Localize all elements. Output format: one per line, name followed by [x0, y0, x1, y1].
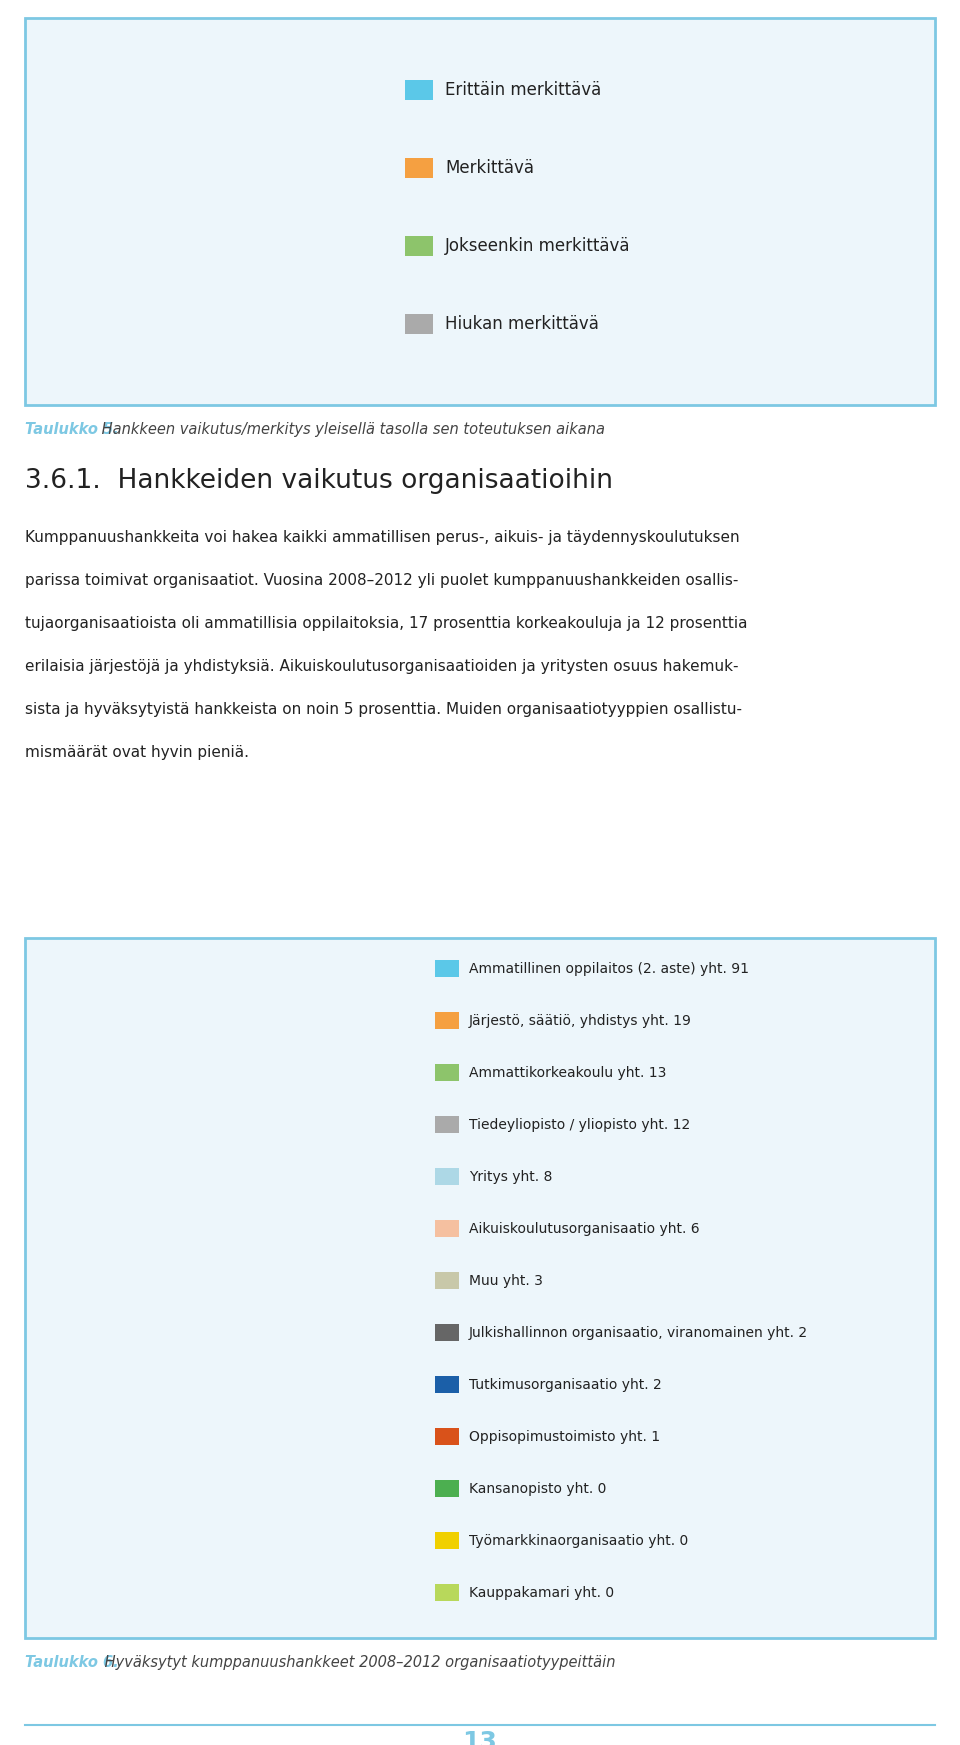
Bar: [435, 1427, 459, 1445]
Text: Taulukko 5.: Taulukko 5.: [25, 422, 119, 436]
Wedge shape: [193, 80, 320, 215]
Wedge shape: [174, 1134, 223, 1290]
Text: Tutkimusorganisaatio yht. 2: Tutkimusorganisaatio yht. 2: [469, 1377, 661, 1391]
Bar: [435, 1324, 459, 1340]
Text: 13: 13: [463, 1729, 497, 1745]
Bar: [405, 236, 433, 257]
Bar: [435, 1272, 459, 1290]
Text: 3.6.1.  Hankkeiden vaikutus organisaatioihin: 3.6.1. Hankkeiden vaikutus organisaatioi…: [25, 468, 613, 494]
Bar: [435, 1220, 459, 1237]
Bar: [405, 314, 433, 333]
Text: Merkittävä: Merkittävä: [445, 159, 534, 176]
Bar: [405, 159, 433, 178]
Text: 5 %: 5 %: [121, 1185, 153, 1199]
Wedge shape: [193, 1133, 223, 1290]
Text: Hankkeen vaikutus/merkitys yleisellä tasolla sen toteutuksen aikana: Hankkeen vaikutus/merkitys yleisellä tas…: [97, 422, 605, 436]
Wedge shape: [220, 1131, 223, 1290]
Text: 12 %: 12 %: [112, 1351, 162, 1368]
Wedge shape: [222, 1131, 223, 1290]
Text: Työmarkkinaorganisaatio yht. 0: Työmarkkinaorganisaatio yht. 0: [469, 1534, 688, 1548]
Text: 1 %: 1 %: [194, 1143, 225, 1159]
Bar: [435, 1167, 459, 1185]
Text: Kumppanuushankkeita voi hakea kaikki ammatillisen perus-, aikuis- ja täydennysko: Kumppanuushankkeita voi hakea kaikki amm…: [25, 530, 739, 544]
Text: tujaorganisaatioista oli ammatillisia oppilaitoksia, 17 prosenttia korkeakouluja: tujaorganisaatioista oli ammatillisia op…: [25, 616, 748, 632]
Bar: [435, 1480, 459, 1497]
Bar: [435, 1532, 459, 1550]
Text: 20 %: 20 %: [213, 141, 263, 161]
Wedge shape: [138, 1139, 223, 1290]
Text: Hyväksytyt kumppanuushankkeet 2008–2012 organisaatiotyypeittäin: Hyväksytyt kumppanuushankkeet 2008–2012 …: [100, 1654, 615, 1670]
Wedge shape: [143, 173, 326, 347]
Text: 1 %: 1 %: [206, 1143, 237, 1157]
Bar: [435, 1012, 459, 1030]
Text: 8 %: 8 %: [150, 112, 187, 129]
Text: 36 %: 36 %: [90, 209, 139, 229]
Wedge shape: [128, 80, 193, 215]
Text: Oppisopimustoimisto yht. 1: Oppisopimustoimisto yht. 1: [469, 1429, 660, 1443]
Wedge shape: [101, 1155, 223, 1290]
Bar: [405, 80, 433, 99]
Wedge shape: [72, 1290, 223, 1427]
Wedge shape: [67, 1188, 223, 1290]
Text: 36 %: 36 %: [221, 262, 271, 279]
Wedge shape: [203, 1131, 223, 1290]
Text: 58 %: 58 %: [282, 1302, 331, 1319]
Text: 2 %: 2 %: [172, 1146, 204, 1162]
Wedge shape: [64, 1260, 223, 1338]
Text: erilaisia järjestöjä ja yhdistyksiä. Aikuiskoulutusorganisaatioiden ja yritysten: erilaisia järjestöjä ja yhdistyksiä. Aik…: [25, 660, 738, 674]
Bar: [435, 1584, 459, 1600]
Text: Tiedeyliopisto / yliopisto yht. 12: Tiedeyliopisto / yliopisto yht. 12: [469, 1117, 690, 1131]
Bar: [25, 17, 935, 405]
Text: Hiukan merkittävä: Hiukan merkittävä: [445, 316, 599, 333]
Text: 8 %: 8 %: [94, 1288, 131, 1305]
Text: Aikuiskoulutusorganisaatio yht. 6: Aikuiskoulutusorganisaatio yht. 6: [469, 1222, 700, 1235]
Text: Kansanopisto yht. 0: Kansanopisto yht. 0: [469, 1482, 607, 1495]
Wedge shape: [217, 1131, 223, 1290]
Text: mismäärät ovat hyvin pieniä.: mismäärät ovat hyvin pieniä.: [25, 745, 249, 761]
Bar: [435, 1377, 459, 1393]
Text: Jokseenkin merkittävä: Jokseenkin merkittävä: [445, 237, 631, 255]
Text: parissa toimivat organisaatiot. Vuosina 2008–2012 yli puolet kumppanuushankkeide: parissa toimivat organisaatiot. Vuosina …: [25, 572, 738, 588]
Bar: [25, 939, 935, 1639]
Text: Taulukko 6.: Taulukko 6.: [25, 1654, 119, 1670]
Bar: [435, 960, 459, 977]
Text: Ammatillinen oppilaitos (2. aste) yht. 91: Ammatillinen oppilaitos (2. aste) yht. 9…: [469, 961, 749, 975]
Text: Julkishallinnon organisaatio, viranomainen yht. 2: Julkishallinnon organisaatio, viranomain…: [469, 1326, 808, 1340]
Text: Yritys yht. 8: Yritys yht. 8: [469, 1169, 552, 1183]
Bar: [435, 1117, 459, 1133]
Wedge shape: [59, 96, 193, 339]
Text: 8 %: 8 %: [104, 1234, 141, 1251]
Text: Ammattikorkeakoulu yht. 13: Ammattikorkeakoulu yht. 13: [469, 1066, 666, 1080]
Text: Kauppakamari yht. 0: Kauppakamari yht. 0: [469, 1586, 614, 1600]
Text: Järjestö, säätiö, yhdistys yht. 19: Järjestö, säätiö, yhdistys yht. 19: [469, 1014, 692, 1028]
Text: Muu yht. 3: Muu yht. 3: [469, 1274, 542, 1288]
Bar: [435, 1064, 459, 1080]
Wedge shape: [212, 1131, 223, 1290]
Text: 4 %: 4 %: [152, 1164, 183, 1180]
Text: Erittäin merkittävä: Erittäin merkittävä: [445, 80, 601, 99]
Text: sista ja hyväksytyistä hankkeista on noin 5 prosenttia. Muiden organisaatiotyypp: sista ja hyväksytyistä hankkeista on noi…: [25, 701, 742, 717]
Wedge shape: [146, 1131, 380, 1447]
